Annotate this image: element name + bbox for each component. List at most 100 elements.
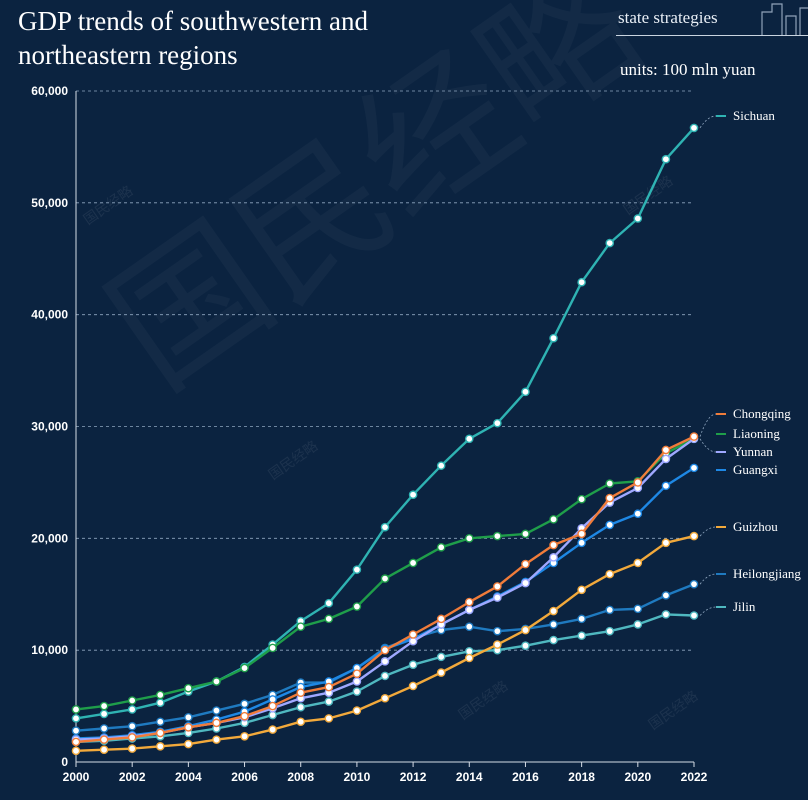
data-point[interactable]: [380, 671, 390, 681]
data-point[interactable]: [380, 645, 390, 655]
data-point[interactable]: [521, 529, 530, 539]
data-point[interactable]: [493, 418, 502, 428]
data-point[interactable]: [436, 652, 446, 662]
data-point[interactable]: [184, 712, 193, 722]
data-point[interactable]: [661, 538, 671, 548]
data-point[interactable]: [493, 582, 502, 591]
data-point[interactable]: [493, 640, 502, 649]
data-point[interactable]: [605, 605, 615, 615]
data-point[interactable]: [493, 531, 502, 541]
data-point[interactable]: [240, 711, 249, 721]
data-point[interactable]: [127, 744, 137, 753]
data-point[interactable]: [661, 454, 671, 464]
data-point[interactable]: [464, 622, 474, 631]
data-point[interactable]: [155, 742, 165, 751]
data-point[interactable]: [99, 709, 109, 719]
data-point[interactable]: [464, 653, 474, 663]
data-point[interactable]: [127, 696, 137, 705]
data-point[interactable]: [408, 558, 418, 568]
data-point[interactable]: [380, 657, 390, 666]
data-point[interactable]: [436, 542, 446, 552]
data-point[interactable]: [633, 478, 643, 487]
data-point[interactable]: [436, 461, 446, 470]
data-point[interactable]: [549, 333, 558, 343]
data-point[interactable]: [605, 626, 615, 636]
data-point[interactable]: [71, 726, 81, 735]
data-point[interactable]: [661, 591, 671, 600]
data-point[interactable]: [240, 663, 249, 673]
data-point[interactable]: [661, 481, 671, 491]
data-point[interactable]: [633, 214, 643, 223]
data-point[interactable]: [689, 463, 699, 473]
data-point[interactable]: [268, 701, 277, 711]
data-point[interactable]: [352, 565, 362, 574]
data-point[interactable]: [464, 434, 474, 444]
data-point[interactable]: [436, 614, 446, 624]
data-point[interactable]: [689, 123, 699, 133]
data-point[interactable]: [296, 622, 306, 631]
data-point[interactable]: [155, 728, 165, 738]
data-point[interactable]: [605, 479, 615, 488]
data-point[interactable]: [577, 631, 586, 640]
data-point[interactable]: [605, 569, 615, 579]
data-point[interactable]: [464, 597, 474, 607]
data-point[interactable]: [296, 717, 306, 727]
data-point[interactable]: [212, 735, 221, 744]
data-point[interactable]: [212, 718, 221, 728]
data-point[interactable]: [633, 620, 643, 629]
data-point[interactable]: [633, 604, 643, 614]
data-point[interactable]: [155, 690, 165, 700]
data-point[interactable]: [127, 705, 137, 714]
data-point[interactable]: [521, 387, 530, 397]
data-point[interactable]: [296, 702, 306, 712]
data-point[interactable]: [549, 635, 558, 645]
data-point[interactable]: [689, 611, 699, 620]
data-point[interactable]: [689, 531, 699, 541]
data-point[interactable]: [577, 614, 586, 624]
data-point[interactable]: [605, 520, 615, 530]
data-point[interactable]: [436, 668, 446, 677]
data-point[interactable]: [127, 733, 137, 742]
data-point[interactable]: [408, 660, 418, 670]
data-point[interactable]: [184, 683, 193, 693]
data-point[interactable]: [549, 515, 558, 524]
data-point[interactable]: [352, 677, 362, 686]
data-point[interactable]: [661, 445, 671, 455]
data-point[interactable]: [380, 574, 390, 583]
data-point[interactable]: [127, 721, 137, 731]
data-point[interactable]: [577, 585, 586, 595]
data-point[interactable]: [493, 626, 502, 636]
data-point[interactable]: [71, 746, 81, 756]
data-point[interactable]: [352, 602, 362, 611]
data-point[interactable]: [577, 529, 586, 539]
data-point[interactable]: [408, 630, 418, 639]
data-point[interactable]: [521, 578, 530, 588]
data-point[interactable]: [240, 699, 249, 709]
data-point[interactable]: [549, 553, 558, 562]
data-point[interactable]: [493, 593, 502, 602]
data-point[interactable]: [521, 641, 530, 650]
data-point[interactable]: [71, 705, 81, 714]
data-point[interactable]: [464, 605, 474, 615]
data-point[interactable]: [352, 706, 362, 715]
data-point[interactable]: [240, 731, 249, 741]
data-point[interactable]: [380, 693, 390, 703]
data-point[interactable]: [324, 714, 334, 723]
data-point[interactable]: [380, 522, 390, 532]
data-point[interactable]: [99, 701, 109, 711]
data-point[interactable]: [71, 737, 81, 747]
data-point[interactable]: [155, 717, 165, 727]
data-point[interactable]: [521, 559, 530, 569]
data-point[interactable]: [184, 739, 193, 749]
data-point[interactable]: [605, 238, 615, 248]
data-point[interactable]: [324, 598, 334, 608]
data-point[interactable]: [577, 494, 586, 504]
data-point[interactable]: [324, 614, 334, 624]
data-point[interactable]: [689, 432, 699, 441]
data-point[interactable]: [352, 669, 362, 678]
data-point[interactable]: [661, 610, 671, 619]
data-point[interactable]: [71, 714, 81, 723]
data-point[interactable]: [549, 606, 558, 616]
data-point[interactable]: [212, 706, 221, 715]
data-point[interactable]: [155, 698, 165, 708]
